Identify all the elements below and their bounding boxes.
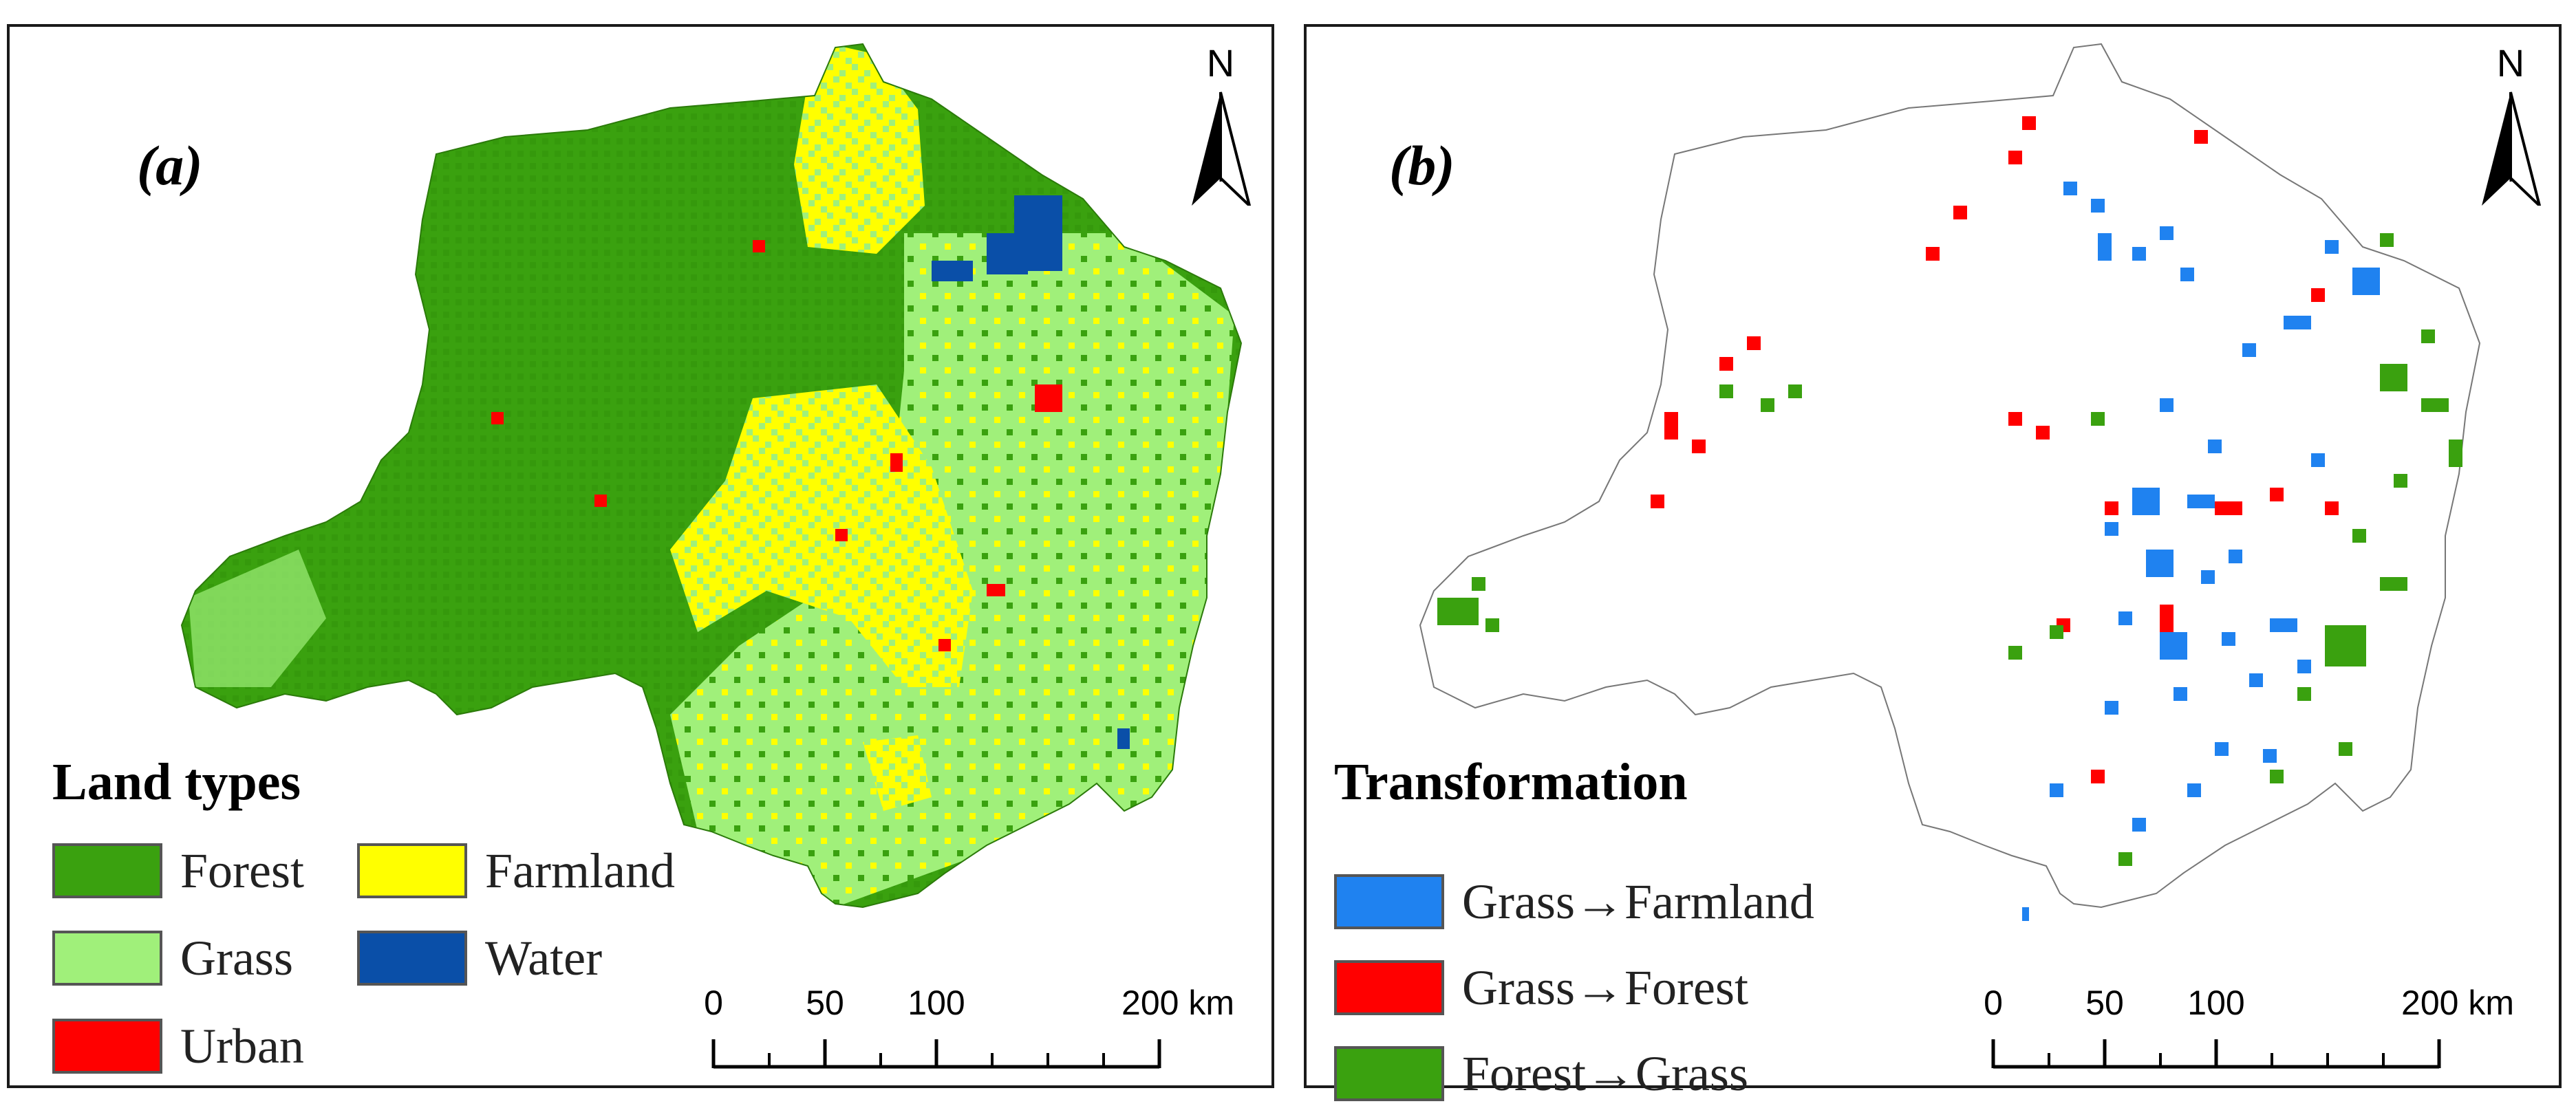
legend-item-grass-to-farmland: Grass→Farmland: [1334, 873, 1814, 931]
legend-swatch-urban: [52, 1019, 162, 1074]
legend-swatch-grass: [52, 931, 162, 986]
scale-bar-a: 0 50 100 200 km: [704, 983, 1234, 1079]
legend-item-grass: Grass: [52, 929, 293, 987]
legend-title-a: Land types: [52, 753, 301, 811]
legend-item-forest: Forest: [52, 842, 304, 900]
legend-label-grass: Grass: [180, 930, 293, 986]
legend-label-forest: Forest: [180, 843, 304, 898]
north-arrow-letter: N: [2496, 41, 2525, 85]
scale-tick-50: 50: [806, 984, 844, 1022]
scale-tick-200: 200 km: [1121, 984, 1234, 1022]
legend-item-urban: Urban: [52, 1017, 304, 1075]
north-arrow-a: N: [1186, 41, 1255, 206]
legend-label-farmland: Farmland: [485, 843, 675, 898]
legend-swatch-forest-to-grass: [1334, 1046, 1444, 1101]
legend-label-grass-to-farmland: Grass→Farmland: [1462, 874, 1814, 929]
scale-tick-50: 50: [2085, 984, 2124, 1022]
north-arrow-icon: [1192, 91, 1252, 206]
scale-tick-100: 100: [908, 984, 965, 1022]
panel-a-land-types-map: (a) N Land types Forest Farmland Grass W…: [7, 24, 1274, 1088]
transformation-map-canvas: [1419, 43, 2480, 921]
scale-tick-200: 200 km: [2401, 984, 2514, 1022]
legend-title-b: Transformation: [1334, 753, 1688, 811]
panel-label-a: (a): [137, 134, 203, 197]
legend-item-water: Water: [357, 929, 602, 987]
scale-tick-0: 0: [704, 984, 723, 1022]
legend-swatch-farmland: [357, 843, 467, 898]
legend-label-urban: Urban: [180, 1018, 304, 1074]
land-types-map-canvas: [181, 43, 1242, 908]
legend-swatch-forest: [52, 843, 162, 898]
legend-label-grass-to-forest: Grass→Forest: [1462, 959, 1748, 1015]
scale-tick-100: 100: [2187, 984, 2245, 1022]
panel-label-b: (b): [1389, 134, 1455, 197]
north-arrow-icon: [2482, 91, 2542, 206]
legend-item-grass-to-forest: Grass→Forest: [1334, 959, 1748, 1017]
legend-item-forest-to-grass: Forest→Grass: [1334, 1045, 1748, 1103]
legend-label-forest-to-grass: Forest→Grass: [1462, 1045, 1748, 1101]
panel-b-transformation-map: (b) N Transformation Grass→Farmland Gras…: [1304, 24, 2562, 1101]
legend-swatch-water: [357, 931, 467, 986]
scale-tick-0: 0: [1984, 984, 2003, 1022]
legend-item-farmland: Farmland: [357, 842, 675, 900]
legend-label-water: Water: [485, 930, 603, 986]
north-arrow-letter: N: [1206, 41, 1235, 85]
north-arrow-b: N: [2476, 41, 2545, 206]
scale-bar-graphic: [711, 1039, 1161, 1069]
legend-swatch-grass-to-forest: [1334, 960, 1444, 1015]
legend-swatch-grass-to-farmland: [1334, 874, 1444, 929]
scale-bar-b: 0 50 100 200 km: [1984, 983, 2514, 1079]
scale-bar-graphic: [1991, 1039, 2441, 1069]
